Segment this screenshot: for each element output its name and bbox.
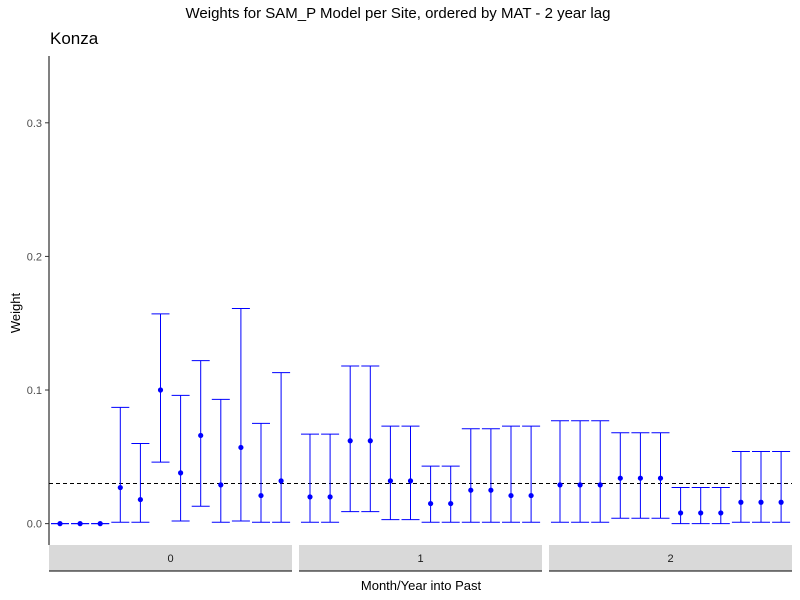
data-point (387, 478, 393, 484)
data-point (637, 475, 644, 481)
data-point (778, 499, 784, 505)
data-point (77, 521, 83, 527)
data-point (528, 492, 534, 499)
data-point (488, 487, 494, 493)
data-point (597, 482, 603, 488)
x-axis-title: Month/Year into Past (361, 578, 482, 593)
data-point (657, 475, 664, 481)
facet-strip (299, 545, 542, 571)
data-point (617, 475, 623, 481)
data-point (327, 494, 333, 500)
chart-subtitle: Konza (50, 29, 99, 48)
data-point (137, 496, 143, 503)
data-point (557, 482, 563, 488)
y-tick-label: 0.2 (27, 251, 42, 263)
data-point (718, 510, 724, 516)
data-point (407, 478, 414, 484)
data-point (367, 438, 373, 444)
data-point (448, 500, 454, 507)
chart-title: Weights for SAM_P Model per Site, ordere… (186, 5, 611, 22)
data-point (218, 482, 224, 488)
facet-strip (549, 545, 792, 571)
y-tick-label: 0.3 (27, 118, 42, 130)
data-point (278, 478, 284, 484)
data-point (238, 444, 244, 451)
data-point (698, 510, 704, 516)
y-tick-label: 0.1 (27, 385, 42, 397)
facet-strip-label: 0 (167, 553, 173, 565)
y-axis-title: Weight (8, 293, 23, 334)
data-point (428, 500, 434, 507)
data-point (178, 470, 184, 476)
data-point (347, 438, 353, 444)
data-point (307, 494, 313, 500)
data-point (157, 387, 164, 393)
plot-area: 0.0 0.1 0.2 0.3 0 1 2 (27, 56, 792, 572)
data-point (678, 510, 684, 516)
data-point (97, 521, 103, 527)
y-tick-label: 0.0 (27, 519, 42, 531)
facet-strip (49, 545, 292, 571)
data-point (57, 521, 63, 527)
data-point (117, 484, 123, 491)
data-point (577, 482, 583, 488)
data-point (758, 499, 764, 505)
data-point (738, 499, 744, 505)
data-point (258, 492, 264, 499)
facet-strip-label: 2 (667, 553, 673, 565)
data-point (508, 492, 514, 499)
data-point (468, 487, 474, 493)
data-point (198, 432, 204, 439)
facet-strip-label: 1 (417, 553, 423, 565)
